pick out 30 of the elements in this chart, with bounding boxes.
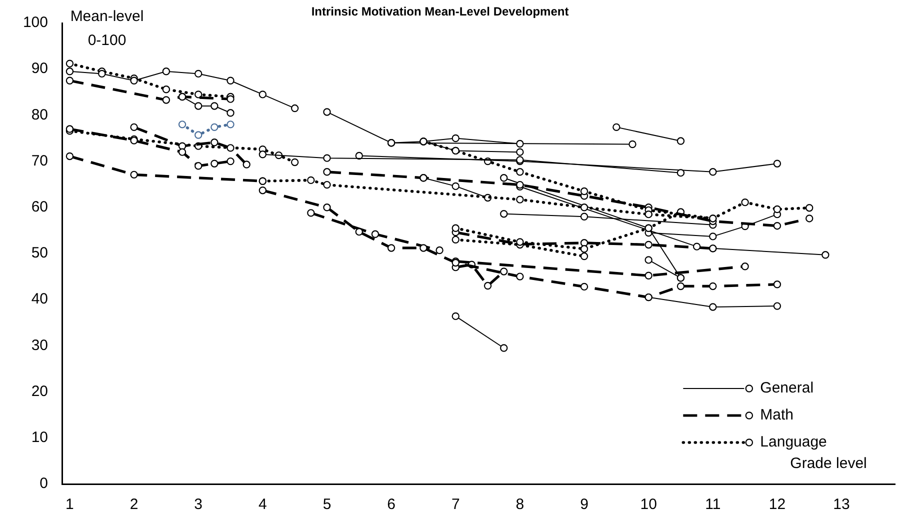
x-tick-label: 13 xyxy=(833,496,850,514)
y-tick-label: 60 xyxy=(31,198,48,216)
x-tick-label: 7 xyxy=(451,496,460,514)
y-tick-label: 100 xyxy=(22,14,48,32)
x-tick-label: 5 xyxy=(322,496,332,514)
legend-label: General xyxy=(760,380,814,397)
y-axis-title: Mean-level 0-100 xyxy=(70,8,144,50)
x-tick-label: 8 xyxy=(516,496,524,514)
y-tick-label: 30 xyxy=(31,336,48,354)
x-tick-label: 4 xyxy=(258,496,267,514)
x-tick-label: 2 xyxy=(130,496,138,514)
x-tick-label: 1 xyxy=(66,496,74,514)
legend-label: Math xyxy=(760,406,794,424)
x-tick-label: 3 xyxy=(194,496,203,514)
y-tick-label: 50 xyxy=(31,244,48,262)
x-tick-label: 11 xyxy=(705,496,721,514)
y-tick-label: 0 xyxy=(40,475,48,492)
y-tick-label: 90 xyxy=(31,60,48,78)
x-axis-title: Grade level xyxy=(790,455,867,472)
x-tick-label: 6 xyxy=(387,496,396,514)
legend-label: Language xyxy=(760,434,827,451)
x-tick-label: 10 xyxy=(640,496,657,514)
y-tick-label: 80 xyxy=(31,106,48,124)
y-tick-label: 70 xyxy=(31,152,48,170)
x-tick-label: 9 xyxy=(580,496,588,514)
y-tick-label: 20 xyxy=(31,382,48,400)
y-tick-label: 40 xyxy=(31,290,48,308)
chart-title: Intrinsic Motivation Mean-Level Development xyxy=(311,4,569,18)
y-tick-label: 10 xyxy=(31,429,48,446)
x-tick-label: 12 xyxy=(768,496,786,514)
